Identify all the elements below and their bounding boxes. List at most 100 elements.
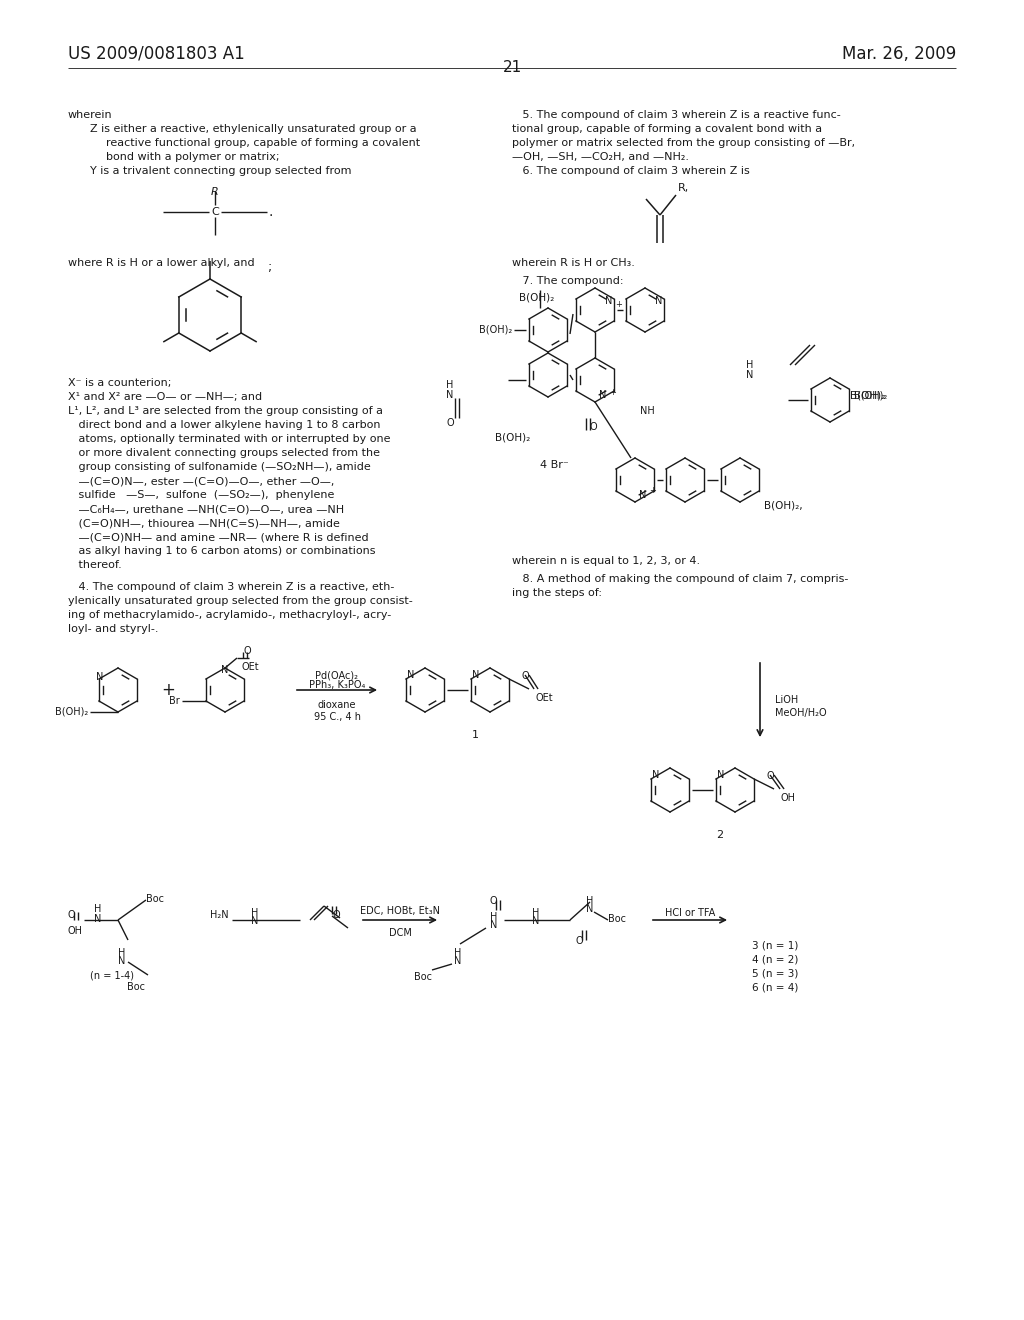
Text: as alkyl having 1 to 6 carbon atoms) or combinations: as alkyl having 1 to 6 carbon atoms) or … xyxy=(68,546,376,556)
Text: where R is H or a lower alkyl, and: where R is H or a lower alkyl, and xyxy=(68,257,255,268)
Text: N: N xyxy=(746,370,754,380)
Text: H: H xyxy=(94,904,101,913)
Text: H: H xyxy=(119,948,126,958)
Text: atoms, optionally terminated with or interrupted by one: atoms, optionally terminated with or int… xyxy=(68,434,390,444)
Text: loyl- and styryl-.: loyl- and styryl-. xyxy=(68,624,159,634)
Text: Boc: Boc xyxy=(414,972,432,982)
Text: X⁻ is a counterion;: X⁻ is a counterion; xyxy=(68,378,171,388)
Text: polymer or matrix selected from the group consisting of —Br,: polymer or matrix selected from the grou… xyxy=(512,139,855,148)
Text: X¹ and X² are —O— or —NH—; and: X¹ and X² are —O— or —NH—; and xyxy=(68,392,262,403)
Text: ;: ; xyxy=(268,261,272,275)
Text: B(OH)₂: B(OH)₂ xyxy=(854,389,887,400)
Text: tional group, capable of forming a covalent bond with a: tional group, capable of forming a coval… xyxy=(512,124,822,135)
Text: O: O xyxy=(68,909,76,920)
Text: 6. The compound of claim 3 wherein Z is: 6. The compound of claim 3 wherein Z is xyxy=(512,166,750,176)
Text: 6 (n = 4): 6 (n = 4) xyxy=(752,982,799,993)
Text: Boc: Boc xyxy=(127,982,145,993)
Text: HCl or TFA: HCl or TFA xyxy=(665,908,715,917)
Text: OEt: OEt xyxy=(241,663,259,672)
Text: (n = 1-4): (n = 1-4) xyxy=(90,970,134,979)
Text: —(C=O)N—, ester —(C=O)—O—, ether —O—,: —(C=O)N—, ester —(C=O)—O—, ether —O—, xyxy=(68,477,335,486)
Text: O: O xyxy=(446,418,454,428)
Text: 3 (n = 1): 3 (n = 1) xyxy=(752,940,799,950)
Text: H: H xyxy=(446,380,454,389)
Text: O: O xyxy=(490,896,498,906)
Text: 8. A method of making the compound of claim 7, compris-: 8. A method of making the compound of cl… xyxy=(512,574,848,583)
Text: OEt: OEt xyxy=(536,693,553,704)
Text: thereof.: thereof. xyxy=(68,560,122,570)
Text: N: N xyxy=(639,490,647,500)
Text: group consisting of sulfonamide (—SO₂NH—), amide: group consisting of sulfonamide (—SO₂NH—… xyxy=(68,462,371,473)
Text: O: O xyxy=(332,909,340,920)
Text: or more divalent connecting groups selected from the: or more divalent connecting groups selec… xyxy=(68,447,380,458)
Text: ing the steps of:: ing the steps of: xyxy=(512,587,602,598)
Text: EDC, HOBt, Et₃N: EDC, HOBt, Et₃N xyxy=(360,906,440,916)
Text: 4 Br⁻: 4 Br⁻ xyxy=(540,459,568,470)
Text: (C=O)NH—, thiourea —NH(C=S)—NH—, amide: (C=O)NH—, thiourea —NH(C=S)—NH—, amide xyxy=(68,517,340,528)
Text: 21: 21 xyxy=(503,59,521,75)
Text: OH: OH xyxy=(780,793,795,803)
Text: NH: NH xyxy=(640,407,654,416)
Text: 2: 2 xyxy=(717,830,724,840)
Text: —(C=O)NH— and amine —NR— (where R is defined: —(C=O)NH— and amine —NR— (where R is def… xyxy=(68,532,369,543)
Text: ing of methacrylamido-, acrylamido-, methacryloyl-, acry-: ing of methacrylamido-, acrylamido-, met… xyxy=(68,610,391,620)
Text: N: N xyxy=(94,913,101,924)
Text: US 2009/0081803 A1: US 2009/0081803 A1 xyxy=(68,45,245,63)
Text: 7. The compound:: 7. The compound: xyxy=(512,276,624,286)
Text: B(OH)₂: B(OH)₂ xyxy=(54,708,88,717)
Text: N: N xyxy=(455,956,462,966)
Text: N: N xyxy=(652,770,659,780)
Text: wherein: wherein xyxy=(68,110,113,120)
Text: wherein n is equal to 1, 2, 3, or 4.: wherein n is equal to 1, 2, 3, or 4. xyxy=(512,556,700,566)
Text: 5. The compound of claim 3 wherein Z is a reactive func-: 5. The compound of claim 3 wherein Z is … xyxy=(512,110,841,120)
Text: OH: OH xyxy=(68,927,83,936)
Text: O: O xyxy=(766,771,774,781)
Text: H: H xyxy=(251,908,259,917)
Text: N: N xyxy=(119,956,126,966)
Text: 4. The compound of claim 3 wherein Z is a reactive, eth-: 4. The compound of claim 3 wherein Z is … xyxy=(68,582,394,591)
Text: 4 (n = 2): 4 (n = 2) xyxy=(752,954,799,964)
Text: C: C xyxy=(211,207,219,216)
Text: O: O xyxy=(590,422,598,432)
Text: +: + xyxy=(609,388,615,397)
Text: N: N xyxy=(605,296,612,306)
Text: N: N xyxy=(490,920,498,931)
Text: bond with a polymer or matrix;: bond with a polymer or matrix; xyxy=(106,152,280,162)
Text: N: N xyxy=(472,671,479,680)
Text: +: + xyxy=(649,486,656,495)
Text: H: H xyxy=(490,912,498,921)
Text: Y is a trivalent connecting group selected from: Y is a trivalent connecting group select… xyxy=(90,166,351,176)
Text: R,: R, xyxy=(678,183,689,193)
Text: N: N xyxy=(221,665,228,675)
Text: Z is either a reactive, ethylenically unsaturated group or a: Z is either a reactive, ethylenically un… xyxy=(90,124,417,135)
Text: H: H xyxy=(455,948,462,958)
Text: O: O xyxy=(521,671,528,681)
Text: LiOH: LiOH xyxy=(775,696,799,705)
Text: H: H xyxy=(746,360,754,370)
Text: N: N xyxy=(655,296,663,306)
Text: B(OH)₂: B(OH)₂ xyxy=(479,323,512,334)
Text: R: R xyxy=(211,187,219,197)
Text: 5 (n = 3): 5 (n = 3) xyxy=(752,968,799,978)
Text: B(OH)₂,: B(OH)₂, xyxy=(764,500,803,510)
Text: L¹, L², and L³ are selected from the group consisting of a: L¹, L², and L³ are selected from the gro… xyxy=(68,407,383,416)
Text: ylenically unsaturated group selected from the group consist-: ylenically unsaturated group selected fr… xyxy=(68,597,413,606)
Text: +: + xyxy=(161,681,175,700)
Text: B(OH)₂: B(OH)₂ xyxy=(495,432,530,442)
Text: H₂N: H₂N xyxy=(210,909,228,920)
Text: O: O xyxy=(575,936,584,946)
Text: N: N xyxy=(251,916,259,927)
Text: —C₆H₄—, urethane —NH(C=O)—O—, urea —NH: —C₆H₄—, urethane —NH(C=O)—O—, urea —NH xyxy=(68,504,344,513)
Text: .: . xyxy=(269,205,273,219)
Text: sulfide   —S—,  sulfone  (—SO₂—),  phenylene: sulfide —S—, sulfone (—SO₂—), phenylene xyxy=(68,490,335,500)
Text: reactive functional group, capable of forming a covalent: reactive functional group, capable of fo… xyxy=(106,139,420,148)
Text: N: N xyxy=(408,671,415,680)
Text: Boc: Boc xyxy=(608,913,626,924)
Text: N: N xyxy=(96,672,103,682)
Text: —OH, —SH, —CO₂H, and —NH₂.: —OH, —SH, —CO₂H, and —NH₂. xyxy=(512,152,689,162)
Text: N: N xyxy=(718,770,725,780)
Text: 1: 1 xyxy=(471,730,478,741)
Text: wherein R is H or CH₃.: wherein R is H or CH₃. xyxy=(512,257,635,268)
Text: N: N xyxy=(587,904,594,913)
Text: MeOH/H₂O: MeOH/H₂O xyxy=(775,708,826,718)
